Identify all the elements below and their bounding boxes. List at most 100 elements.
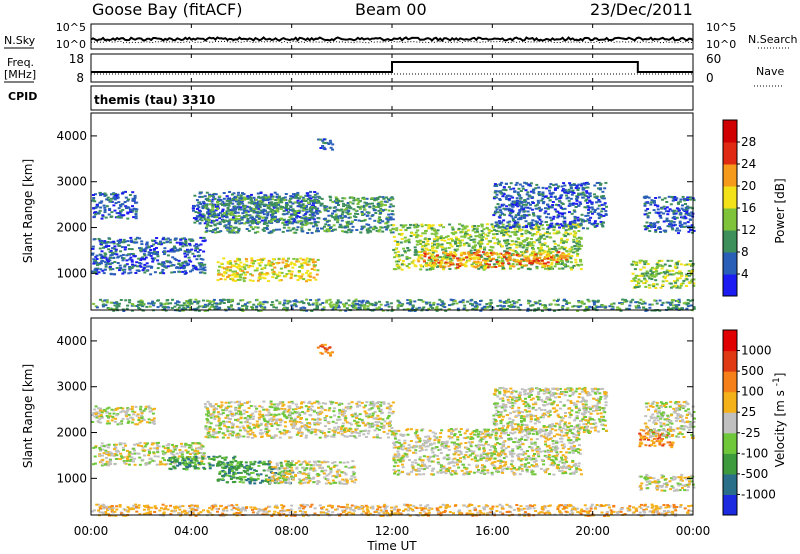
heatmap-cell xyxy=(145,262,149,265)
heatmap-cell xyxy=(218,198,221,201)
heatmap-cell xyxy=(145,243,149,246)
heatmap-cell xyxy=(576,196,580,199)
heatmap-cell xyxy=(302,209,306,211)
heatmap-cell xyxy=(306,198,310,200)
heatmap-cell xyxy=(182,302,186,305)
heatmap-cell xyxy=(131,253,135,255)
heatmap-cell xyxy=(253,202,257,205)
heatmap-cell xyxy=(250,193,253,196)
heatmap-cell xyxy=(583,194,587,197)
heatmap-cell xyxy=(107,198,110,201)
heatmap-cell xyxy=(569,266,573,269)
heatmap-cell xyxy=(165,260,169,263)
heatmap-cell xyxy=(563,212,567,215)
heatmap-cell xyxy=(579,184,583,187)
heatmap-cell xyxy=(644,285,648,288)
heatmap-cell xyxy=(508,214,512,217)
heatmap-cell xyxy=(256,279,260,282)
heatmap-cell xyxy=(256,230,260,233)
heatmap-cell xyxy=(517,226,521,229)
heatmap-cell xyxy=(572,251,575,254)
heatmap-cell xyxy=(561,267,565,270)
heatmap-cell xyxy=(272,273,276,276)
heatmap-cell xyxy=(360,212,364,215)
heatmap-cell xyxy=(194,218,198,221)
heatmap-cell xyxy=(324,223,328,226)
heatmap-cell xyxy=(151,260,155,263)
heatmap-cell xyxy=(243,208,247,211)
heatmap-cell xyxy=(562,248,566,251)
heatmap-cell xyxy=(298,270,301,272)
heatmap-cell xyxy=(547,226,551,229)
heatmap-cell xyxy=(442,237,446,239)
heatmap-cell xyxy=(523,225,527,228)
heatmap-cell xyxy=(669,303,673,306)
heatmap-cell xyxy=(599,182,603,185)
heatmap-cell xyxy=(243,222,247,225)
heatmap-cell xyxy=(446,254,450,257)
heatmap-cell xyxy=(185,300,189,302)
heatmap-cell xyxy=(426,252,430,255)
heatmap-cell xyxy=(168,238,172,241)
freq-left-tick-top: 18 xyxy=(69,52,84,66)
heatmap-cell xyxy=(509,209,513,212)
heatmap-cell xyxy=(658,227,662,230)
heatmap-cell xyxy=(500,221,504,224)
heatmap-cell xyxy=(139,302,143,305)
heatmap-cell xyxy=(422,306,426,309)
heatmap-cell xyxy=(116,243,120,246)
heatmap-cell xyxy=(406,308,410,310)
heatmap-cell xyxy=(586,205,590,208)
heatmap-cell xyxy=(664,229,668,232)
cpid-label: CPID xyxy=(8,90,37,103)
heatmap-cell xyxy=(557,185,560,188)
heatmap-cell xyxy=(170,271,174,274)
heatmap-cell xyxy=(538,257,541,259)
heatmap-cell xyxy=(391,218,395,221)
heatmap-cell xyxy=(492,258,496,261)
heatmap-cell xyxy=(340,226,344,229)
heatmap-cell xyxy=(186,253,189,256)
heatmap-cell xyxy=(468,256,472,259)
heatmap-cell xyxy=(535,203,539,206)
heatmap-cell xyxy=(519,208,523,210)
heatmap-cell xyxy=(296,191,300,194)
heatmap-cell xyxy=(526,260,529,263)
heatmap-cell xyxy=(178,309,182,312)
heatmap-cell xyxy=(321,302,325,304)
heatmap-cell xyxy=(100,200,104,203)
heatmap-cell xyxy=(225,268,229,271)
heatmap-cell xyxy=(251,265,254,268)
heatmap-cell xyxy=(195,215,199,218)
heatmap-cell xyxy=(574,250,578,253)
heatmap-cell xyxy=(211,198,215,201)
heatmap-cell xyxy=(546,228,550,231)
heatmap-cell xyxy=(493,252,497,255)
heatmap-cell xyxy=(403,250,407,253)
heatmap-cell xyxy=(421,232,425,235)
heatmap-cell xyxy=(634,305,638,308)
heatmap-cell xyxy=(423,232,427,235)
heatmap-cell xyxy=(587,300,591,303)
heatmap-cell xyxy=(675,286,679,289)
heatmap-cell xyxy=(577,187,581,190)
heatmap-cell xyxy=(131,263,134,266)
heatmap-cell xyxy=(654,279,658,282)
heatmap-cell xyxy=(319,203,323,206)
heatmap-cell xyxy=(455,238,459,241)
heatmap-cell xyxy=(529,184,533,187)
heatmap-cell xyxy=(430,260,434,262)
heatmap-cell xyxy=(396,299,400,302)
heatmap-cell xyxy=(429,264,433,267)
heatmap-cell xyxy=(327,230,331,233)
heatmap-cell xyxy=(91,245,95,248)
heatmap-cell xyxy=(579,258,582,261)
heatmap-cell xyxy=(670,286,673,289)
heatmap-cell xyxy=(385,217,389,220)
heatmap-cell xyxy=(93,271,97,273)
heatmap-cell xyxy=(227,274,231,277)
heatmap-cell xyxy=(565,194,568,197)
heatmap-cell xyxy=(246,214,250,217)
heatmap-cell xyxy=(559,241,563,244)
heatmap-cell xyxy=(619,309,623,312)
